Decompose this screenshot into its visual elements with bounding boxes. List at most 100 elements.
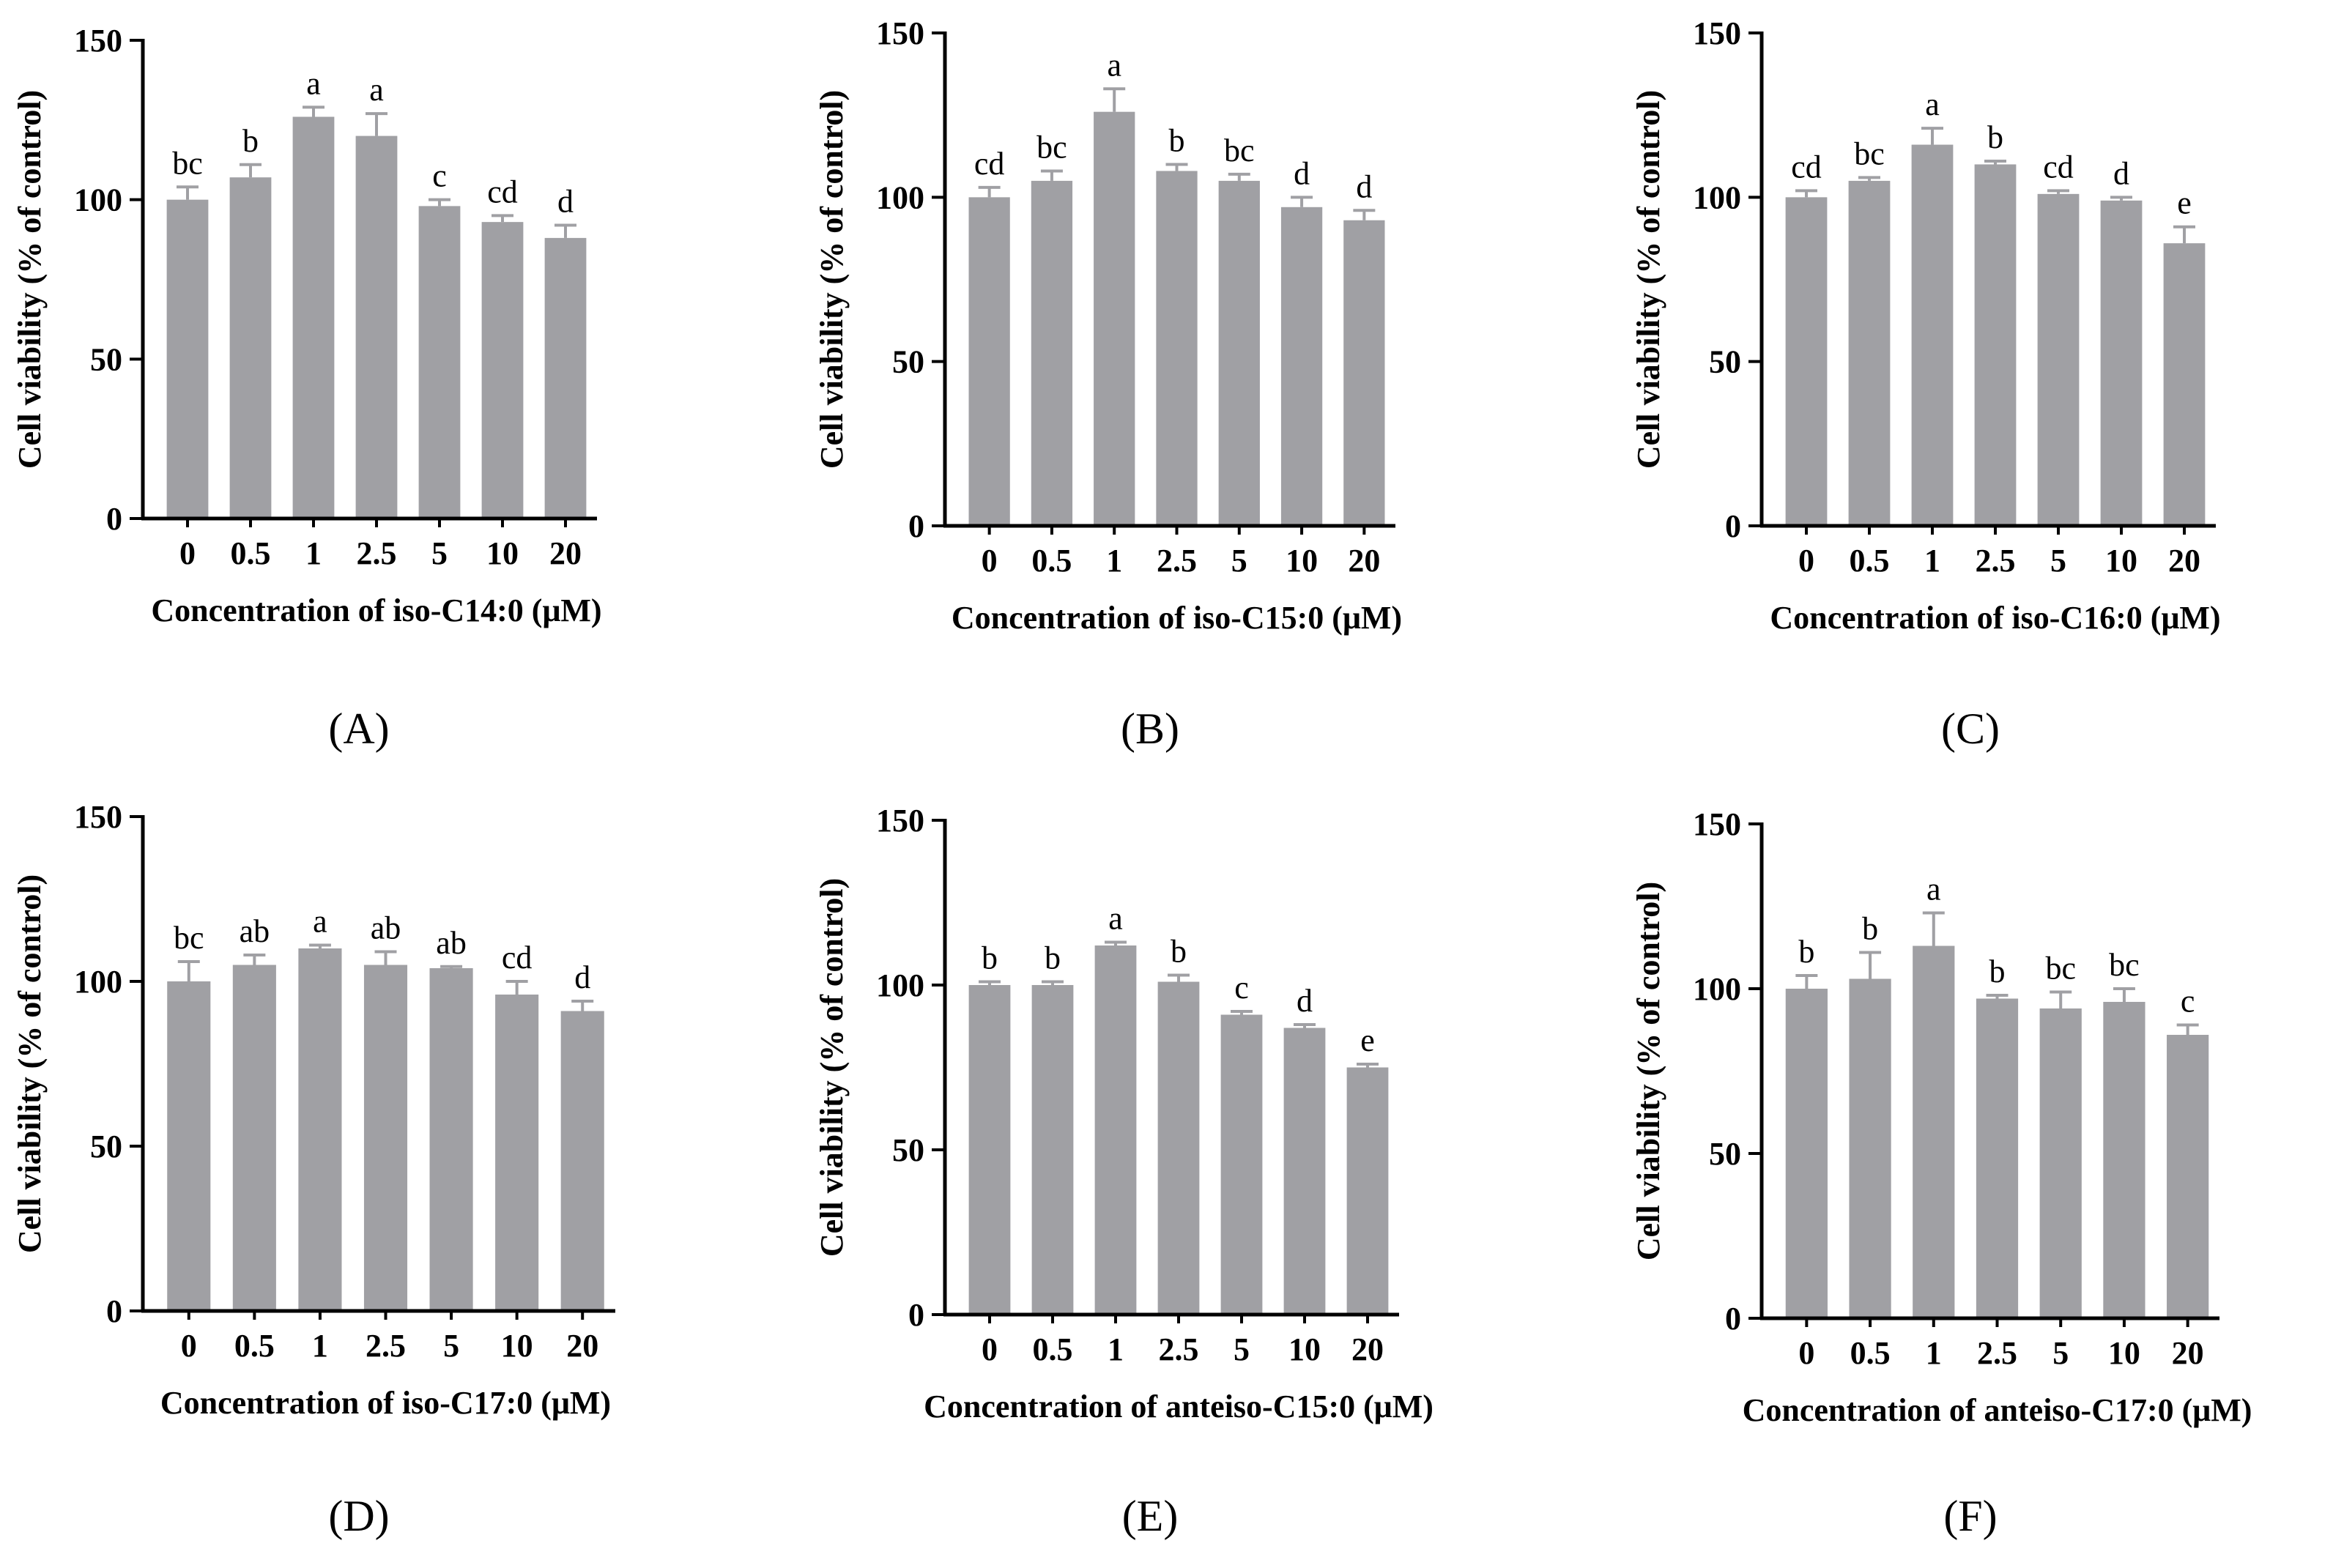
significance-label: d xyxy=(1356,168,1372,204)
y-axis-title: Cell viability (% of control) xyxy=(1631,882,1666,1260)
significance-label: c xyxy=(1234,970,1249,1006)
significance-label: bc xyxy=(2109,947,2140,983)
bar xyxy=(1848,180,1891,526)
x-tick-label: 0 xyxy=(1798,1335,1814,1371)
bar xyxy=(1911,144,1954,527)
x-tick-label: 0.5 xyxy=(234,1328,275,1364)
significance-label: b xyxy=(1798,934,1814,970)
significance-label: cd xyxy=(487,174,518,209)
x-tick-label: 20 xyxy=(2172,1335,2204,1371)
y-axis-title: Cell viability (% of control) xyxy=(12,90,48,469)
x-tick-label: 1 xyxy=(1106,543,1122,579)
significance-label: b xyxy=(1045,940,1061,976)
y-tick-label: 100 xyxy=(1693,971,1741,1007)
significance-label: cd xyxy=(1791,149,1822,185)
x-tick-label: 10 xyxy=(1286,543,1318,579)
significance-label: a xyxy=(1107,47,1121,83)
y-tick-label: 0 xyxy=(908,508,924,544)
significance-label: cd xyxy=(974,146,1005,182)
significance-label: e xyxy=(2177,185,2192,221)
y-tick-label: 150 xyxy=(74,23,122,59)
significance-label: a xyxy=(369,72,384,108)
x-tick-label: 10 xyxy=(1288,1331,1321,1367)
x-tick-label: 5 xyxy=(1234,1331,1250,1367)
bar xyxy=(1220,1014,1263,1315)
significance-label: c xyxy=(432,158,447,194)
y-tick-label: 50 xyxy=(1709,344,1741,380)
x-tick-label: 1 xyxy=(1108,1331,1124,1367)
x-tick-label: 20 xyxy=(1348,543,1380,579)
panel-d: bc 0 ab 0.5 a 1 ab 2.5 ab 5 cd 10 d 20 0 50 100 150 Cell v… xyxy=(12,799,615,1540)
significance-label: b xyxy=(242,123,259,159)
significance-label: bc xyxy=(2045,951,2076,986)
bar xyxy=(2100,200,2143,526)
bar xyxy=(355,135,398,519)
bar xyxy=(418,206,461,519)
panel-f: b 0 b 0.5 a 1 b 2.5 bc 5 bc 10 c 20 0 50 100 150 Cell viab… xyxy=(1631,806,2252,1540)
bar xyxy=(2039,1008,2082,1318)
bar xyxy=(2163,243,2206,526)
x-tick-label: 5 xyxy=(443,1328,459,1364)
panel-label: (C) xyxy=(1941,705,2000,753)
bar xyxy=(1218,180,1260,526)
bar xyxy=(1156,171,1198,526)
bar xyxy=(968,197,1010,526)
x-tick-label: 2.5 xyxy=(1157,543,1197,579)
y-tick-label: 150 xyxy=(1693,806,1741,842)
y-axis-title: Cell viability (% of control) xyxy=(814,90,850,469)
bar xyxy=(1343,220,1385,526)
panel-b: cd 0 bc 0.5 a 1 b 2.5 bc 5 d 10 d 20 0 50 100 150 Cell via… xyxy=(814,15,1402,753)
y-tick-label: 150 xyxy=(876,15,924,51)
x-axis-title: Concentration of iso-C15:0 (μM) xyxy=(952,600,1402,636)
significance-label: bc xyxy=(1036,129,1067,165)
significance-label: ab xyxy=(240,913,270,949)
y-tick-label: 0 xyxy=(1725,1301,1741,1337)
y-tick-label: 50 xyxy=(1709,1136,1741,1172)
x-tick-label: 2.5 xyxy=(1976,543,2016,579)
significance-label: a xyxy=(306,65,321,101)
y-axis-title: Cell viability (% of control) xyxy=(12,874,48,1253)
significance-label: b xyxy=(1989,954,2006,989)
y-tick-label: 100 xyxy=(876,179,924,215)
bar xyxy=(298,948,342,1311)
x-tick-label: 5 xyxy=(2050,543,2066,579)
y-tick-label: 0 xyxy=(106,501,122,537)
bar xyxy=(544,237,587,519)
bar xyxy=(1157,981,1200,1315)
x-tick-label: 0.5 xyxy=(231,535,271,571)
significance-label: bc xyxy=(172,145,203,181)
x-tick-label: 5 xyxy=(431,535,448,571)
significance-label: cd xyxy=(502,940,533,976)
x-axis-title: Concentration of iso-C14:0 (μM) xyxy=(151,592,601,628)
bar xyxy=(1346,1067,1389,1315)
y-tick-label: 150 xyxy=(876,803,924,839)
significance-label: a xyxy=(1926,872,1941,907)
x-axis-title: Concentration of iso-C17:0 (μM) xyxy=(160,1385,611,1421)
significance-label: b xyxy=(1987,119,2003,155)
bar xyxy=(292,116,335,519)
x-tick-label: 0 xyxy=(181,1328,197,1364)
x-tick-label: 0 xyxy=(982,1331,998,1367)
bar xyxy=(1031,985,1074,1315)
x-tick-label: 2.5 xyxy=(366,1328,406,1364)
x-tick-label: 0 xyxy=(179,535,196,571)
panel-label: (A) xyxy=(328,705,389,753)
bar xyxy=(166,199,209,519)
x-tick-label: 20 xyxy=(549,535,582,571)
x-tick-label: 0.5 xyxy=(1850,1335,1891,1371)
y-tick-label: 0 xyxy=(1725,508,1741,544)
y-tick-label: 100 xyxy=(1693,179,1741,215)
y-tick-label: 50 xyxy=(892,1132,924,1168)
significance-label: e xyxy=(1360,1022,1375,1058)
significance-label: a xyxy=(313,904,327,940)
x-tick-label: 20 xyxy=(1351,1331,1384,1367)
bar xyxy=(2037,193,2080,526)
significance-label: bc xyxy=(1224,133,1255,168)
bar xyxy=(1785,197,1828,526)
x-tick-label: 1 xyxy=(1924,543,1940,579)
bar xyxy=(232,965,276,1311)
x-axis-title: Concentration of anteiso-C17:0 (μM) xyxy=(1743,1392,2252,1428)
significance-label: a xyxy=(1925,86,1940,122)
bar xyxy=(2103,1002,2145,1318)
